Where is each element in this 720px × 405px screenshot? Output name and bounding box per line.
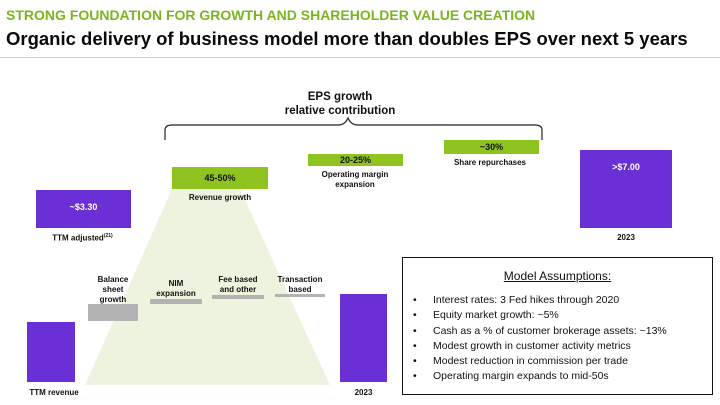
eps-title-line-1: EPS growth — [307, 91, 373, 103]
model-assumptions-box: Model Assumptions: Interest rates: 3 Fed… — [402, 257, 713, 395]
eps-bar-margin-value: 20-25% — [339, 155, 372, 165]
funnel-shape — [85, 189, 330, 385]
eps-title-line-2: relative contribution — [284, 105, 396, 117]
eps-chart-title: EPS growth relative contribution — [240, 90, 440, 118]
assumption-item: Modest reduction in commission per trade — [413, 354, 667, 369]
assumption-item: Cash as a % of customer brokerage assets… — [413, 324, 667, 339]
eps-bar-ttm-value: ~$3.30 — [69, 202, 98, 212]
eps-bar-revenue: 45-50% — [172, 167, 268, 189]
eps-bar-2023-value: >$7.00 — [612, 162, 640, 172]
eps-bar-buyback: ~30% — [444, 140, 539, 154]
assumption-item: Operating margin expands to mid-50s — [413, 369, 667, 384]
section-kicker: STRONG FOUNDATION FOR GROWTH AND SHAREHO… — [6, 7, 536, 23]
eps-bar-2023: >$7.00 — [580, 150, 672, 228]
eps-label-ttm: TTM adjusted(21) — [52, 233, 113, 243]
eps-bar-ttm: ~$3.30 — [36, 190, 131, 228]
rev-bar-ttm — [27, 322, 75, 382]
rev-bar-fee — [212, 295, 264, 299]
rev-label-ttm: TTM revenue — [29, 388, 79, 397]
assumption-item: Modest growth in customer activity metri… — [413, 339, 667, 354]
eps-label-revenue: Revenue growth — [188, 193, 252, 202]
rev-bar-nim — [150, 299, 202, 304]
assumption-item: Interest rates: 3 Fed hikes through 2020 — [413, 293, 667, 308]
eps-label-buyback: Share repurchases — [453, 158, 527, 167]
rev-label-nim: NIM expansion — [156, 279, 196, 298]
model-assumptions-list: Interest rates: 3 Fed hikes through 2020… — [413, 293, 667, 385]
eps-label-2023: 2023 — [617, 233, 635, 242]
eps-label-margin: Operating margin expansion — [321, 170, 389, 189]
eps-brace — [164, 116, 543, 140]
rev-bar-2023 — [340, 294, 387, 382]
assumption-item: Equity market growth: ~5% — [413, 308, 667, 323]
rev-label-2023: 2023 — [354, 388, 373, 397]
eps-bar-revenue-value: 45-50% — [204, 173, 236, 183]
page-title: Organic delivery of business model more … — [6, 28, 688, 49]
rev-label-transaction: Transaction based — [277, 275, 323, 294]
rev-label-fee: Fee based and other — [218, 275, 258, 294]
eps-bar-buyback-value: ~30% — [479, 142, 504, 152]
rev-label-balance-sheet: Balance sheet growth — [97, 275, 129, 304]
model-assumptions-title: Model Assumptions: — [503, 269, 612, 283]
rev-bar-balance-sheet — [88, 304, 138, 321]
rev-bar-transaction — [275, 294, 325, 297]
title-divider — [0, 57, 720, 58]
eps-bar-margin: 20-25% — [308, 154, 403, 166]
